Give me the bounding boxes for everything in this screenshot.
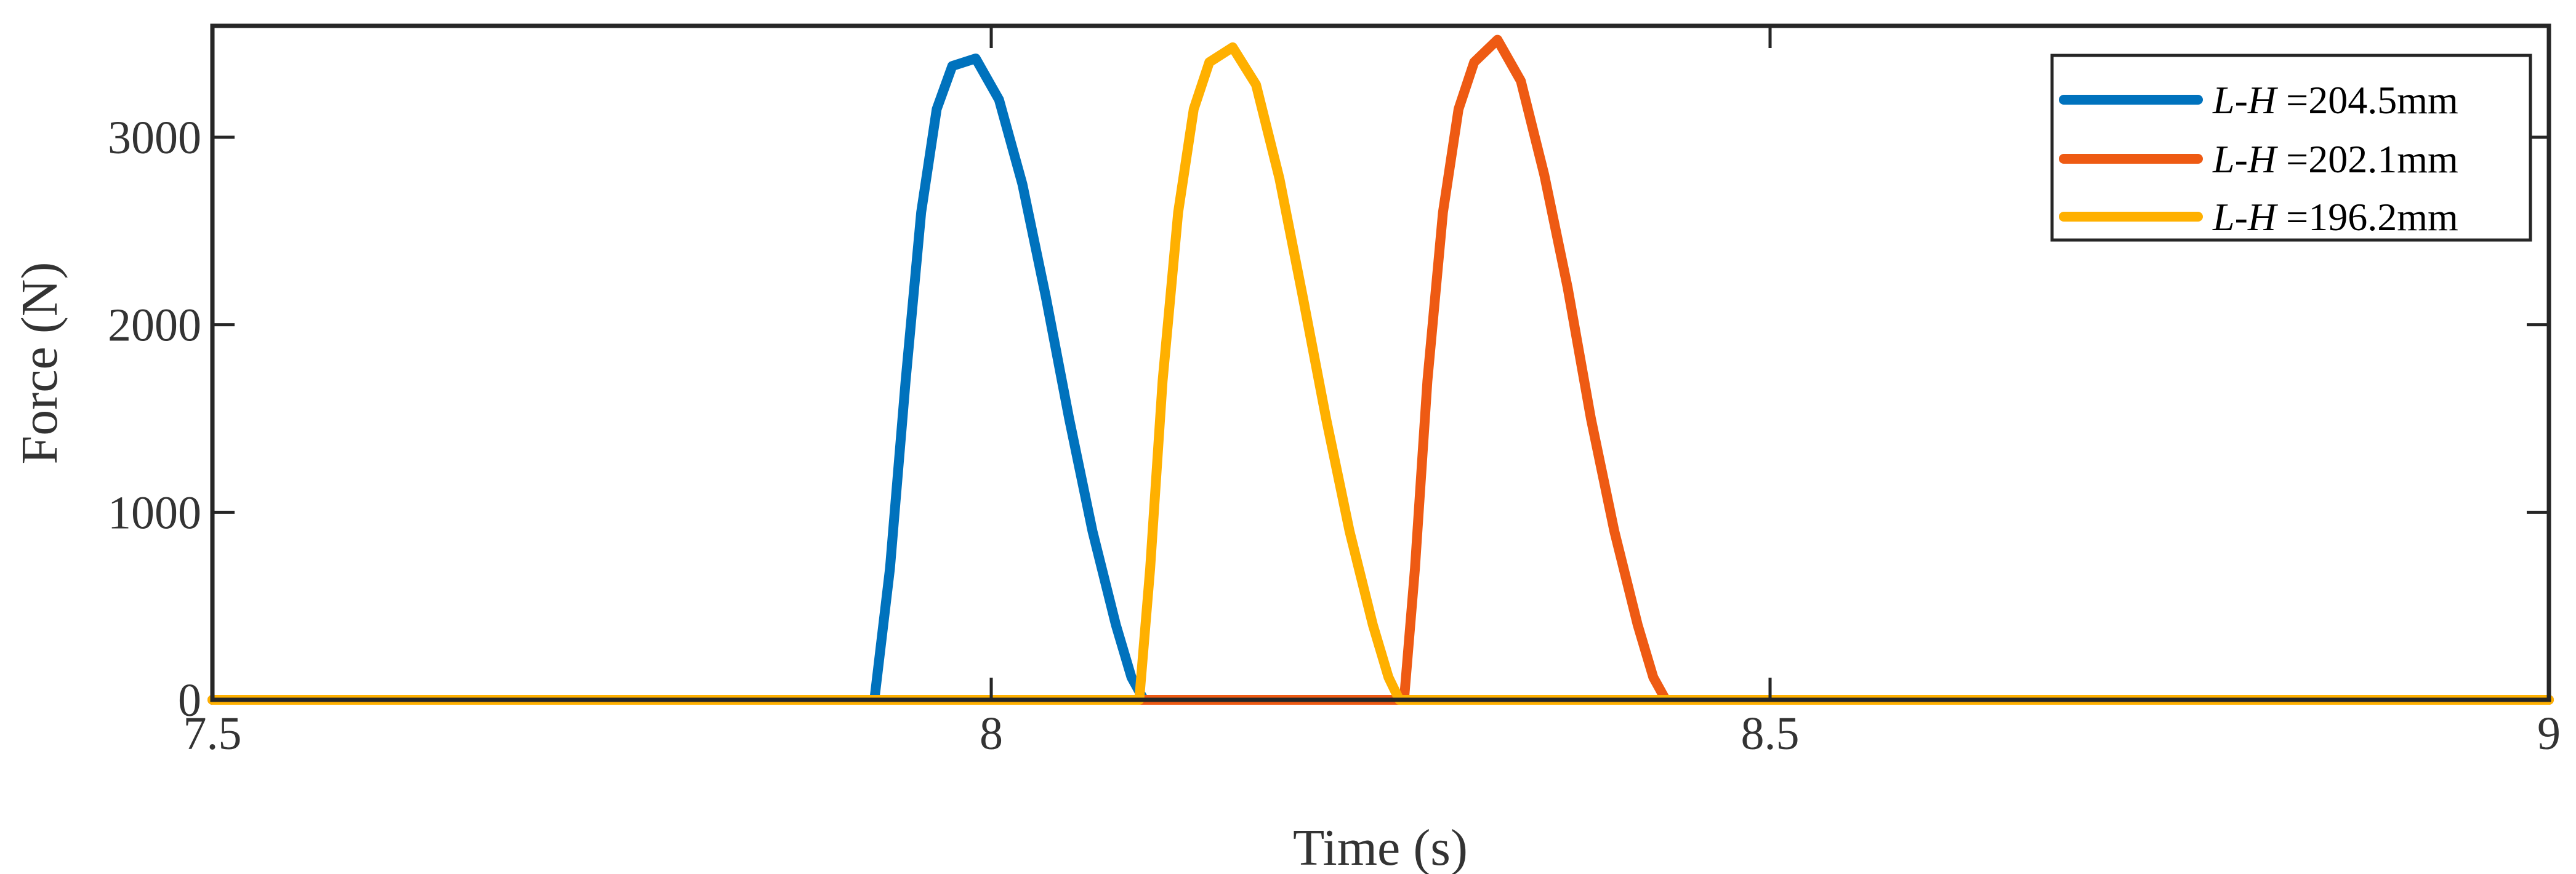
plot-frame	[210, 23, 2551, 702]
y-tick-label: 0	[178, 675, 201, 726]
y-axis-label: Force (N)	[11, 262, 68, 465]
legend-label-3: L-H =196.2mm	[2212, 195, 2458, 239]
legend-label-1: L-H =204.5mm	[2212, 78, 2458, 122]
y-tick-label: 1000	[108, 487, 201, 539]
legend-label-2: L-H =202.1mm	[2212, 137, 2458, 181]
series-line-2	[207, 34, 2554, 705]
x-tick-label: 9	[2537, 708, 2561, 760]
legend: L-H =204.5mm L-H =202.1mm L-H =196.2mm	[2050, 54, 2532, 242]
x-tick-label: 8.5	[1741, 708, 1800, 760]
series-line-1	[207, 54, 2554, 705]
x-tick-label: 8	[980, 708, 1003, 760]
series-layer	[207, 34, 2554, 705]
y-tick-label: 3000	[108, 112, 201, 164]
legend-box	[2050, 54, 2532, 242]
x-tick-label: 7.5	[183, 708, 242, 760]
series-line-3	[207, 42, 2554, 705]
tick-layer: 7.5 8 8.5 9 0 1000 2000 3000	[108, 26, 2561, 760]
x-axis-label: Time (s)	[1293, 819, 1468, 874]
y-tick-label: 2000	[108, 300, 201, 351]
